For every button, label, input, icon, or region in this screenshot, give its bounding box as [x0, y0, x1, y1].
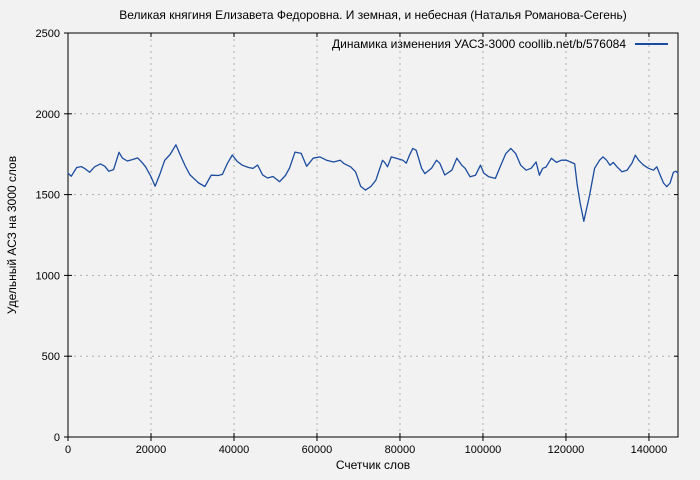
data-line	[67, 144, 679, 222]
plot-border	[67, 32, 679, 438]
y-tick-label: 0	[54, 432, 60, 444]
x-tick-label: 40000	[219, 444, 250, 456]
x-tick-label: 0	[65, 444, 71, 456]
y-tick-label: 1500	[36, 190, 60, 202]
y-tick-label: 500	[42, 351, 60, 363]
x-tick-label: 120000	[548, 444, 585, 456]
legend-line-sample	[635, 43, 668, 45]
chart-title: Великая княгиня Елизавета Федоровна. И з…	[119, 8, 627, 22]
legend-label: Динамика изменения УАСЗ-3000 coollib.net…	[332, 37, 626, 51]
x-tick-label: 100000	[465, 444, 502, 456]
y-tick-label: 2000	[36, 109, 60, 121]
x-axis-label: Счетчик слов	[335, 458, 411, 472]
x-tick-label: 80000	[385, 444, 416, 456]
legend: Динамика изменения УАСЗ-3000 coollib.net…	[332, 37, 668, 51]
y-axis-label: Удельный АСЗ на 3000 слов	[5, 155, 19, 315]
y-tick-label: 1000	[36, 270, 60, 282]
x-tick-label: 60000	[302, 444, 333, 456]
x-tick-label: 20000	[136, 444, 167, 456]
y-tick-label: 2500	[36, 28, 60, 40]
x-tick-label: 140000	[631, 444, 668, 456]
